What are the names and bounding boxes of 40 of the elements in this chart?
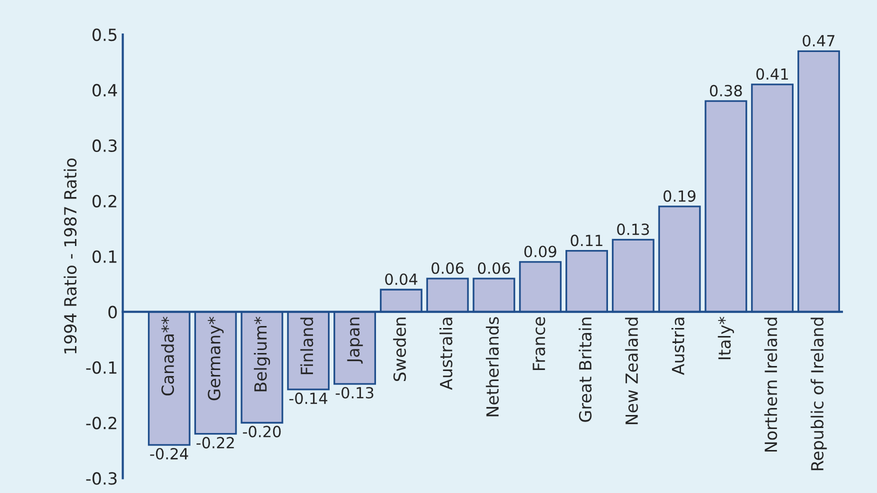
data-label: 0.09 <box>524 246 556 258</box>
x-tick-label: Republic of Ireland <box>810 318 827 470</box>
x-tick-label: Canada** <box>161 316 174 396</box>
y-tick-label: 0.1 <box>92 250 116 263</box>
x-tick-label: Australia <box>439 318 452 390</box>
y-tick-label: 0.4 <box>92 84 117 97</box>
data-label: 0.41 <box>756 68 788 80</box>
x-tick-label: Italy* <box>718 316 734 360</box>
y-tick-label: 0.2 <box>92 194 116 208</box>
y-tick-label: -0.2 <box>86 416 116 430</box>
y-axis-title: 1994 Ratio - 1987 Ratio <box>64 158 77 354</box>
x-tick-label: France <box>532 317 546 370</box>
data-label: -0.22 <box>196 436 234 448</box>
data-label: 0.06 <box>478 262 510 274</box>
y-tick-label: -0.3 <box>86 472 117 485</box>
x-tick-label: Germany* <box>208 316 224 400</box>
data-label: 0.04 <box>385 273 418 286</box>
data-label: 0.19 <box>664 190 696 202</box>
data-label: -0.20 <box>242 426 281 438</box>
x-tick-label: Belgium* <box>254 316 270 392</box>
x-tick-label: Finland <box>300 318 314 374</box>
x-tick-label: Great Britain <box>578 318 592 422</box>
data-label: -0.13 <box>336 386 374 399</box>
x-tick-label: Netherlands <box>486 317 499 416</box>
x-tick-label: New Zealand <box>625 318 638 424</box>
y-tick-label: 0.5 <box>92 28 116 42</box>
data-label: 0.38 <box>710 84 742 96</box>
data-label: 0.47 <box>802 34 834 47</box>
data-label: 0.13 <box>617 224 649 236</box>
x-tick-label: Austria <box>671 318 684 376</box>
data-label: 0.11 <box>570 234 602 246</box>
data-label: -0.14 <box>289 392 328 404</box>
y-tick-label: 0.3 <box>92 139 117 152</box>
y-tick-label: -0.1 <box>86 361 116 374</box>
y-tick-label: 0 <box>108 306 117 318</box>
data-label: -0.24 <box>150 448 188 460</box>
x-tick-label: Northern Ireland <box>764 318 778 452</box>
data-label: 0.06 <box>432 262 464 274</box>
x-tick-label: Japan <box>347 318 363 364</box>
x-tick-label: Sweden <box>393 318 406 382</box>
